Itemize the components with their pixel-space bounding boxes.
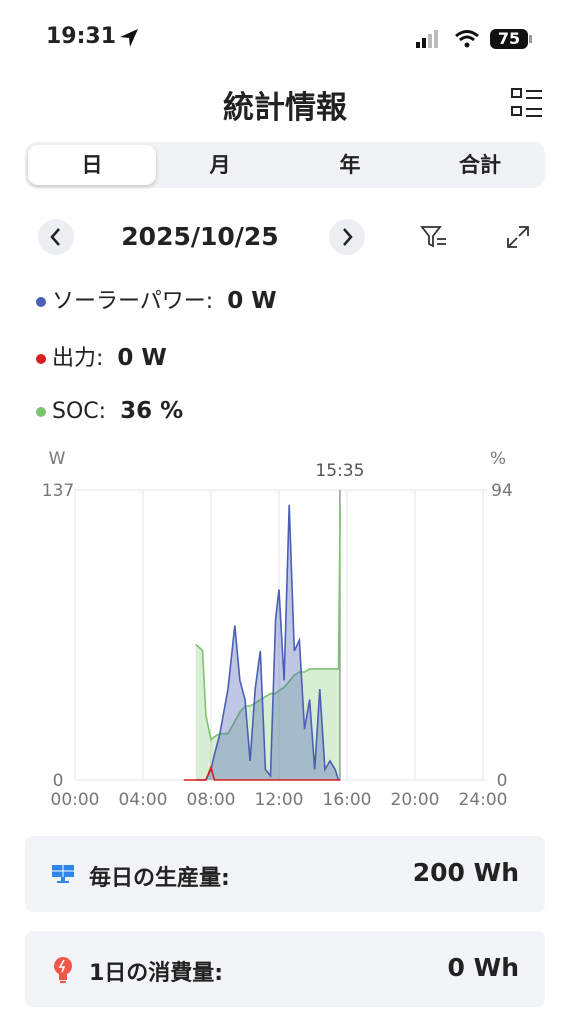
y2-tick-label: 0: [497, 771, 508, 791]
list-button[interactable]: [510, 86, 544, 120]
x-tick-label: 08:00: [187, 790, 236, 810]
y2-unit: %: [490, 449, 506, 469]
legend-dot: [36, 354, 46, 364]
x-tick-label: 00:00: [51, 790, 100, 810]
y-tick-label: 0: [53, 771, 64, 791]
tab[interactable]: 月: [209, 153, 231, 177]
legend-value: 0 W: [117, 345, 167, 371]
page-title: 統計情報: [223, 90, 347, 126]
summary-card: 1日の消費量: 0 Wh: [25, 931, 545, 1007]
cursor-label: 15:35: [315, 461, 364, 481]
tab-bar: 日 月 年 合計: [25, 142, 545, 188]
tab[interactable]: 年: [339, 153, 361, 177]
legend-dot: [36, 297, 46, 307]
next-button[interactable]: [329, 219, 365, 255]
chart: W % 00:00 04:00 08:00 12:00 16:00 20:00 24:000…: [42, 449, 513, 810]
legend-label: 出力:: [52, 346, 104, 371]
legend-value: 36 %: [120, 398, 184, 424]
summary-card: 毎日の生産量: 200 Wh: [25, 836, 545, 912]
y-tick-label: 137: [42, 481, 74, 501]
x-tick-label: 16:00: [323, 790, 372, 810]
card-label: 1日の消費量:: [89, 961, 224, 986]
legend-item: ソーラーパワー: 0 W: [36, 283, 277, 315]
card-label: 毎日の生産量:: [89, 866, 230, 891]
tab[interactable]: 合計: [459, 153, 501, 177]
y-unit: W: [49, 449, 66, 469]
y2-tick-label: 94: [491, 481, 513, 501]
legend-label: ソーラーパワー:: [52, 289, 214, 314]
filter-button[interactable]: [420, 224, 448, 250]
legend-item: SOC: 36 %: [36, 398, 183, 424]
x-tick-label: 04:00: [119, 790, 168, 810]
x-tick-label: 12:00: [255, 790, 304, 810]
card-value: 0 Wh: [447, 953, 519, 982]
solar-icon: [52, 865, 74, 883]
location-icon: [120, 29, 138, 47]
bulb-icon: [54, 957, 72, 983]
series-line: [183, 764, 341, 781]
tab[interactable]: 日: [28, 145, 156, 185]
expand-button[interactable]: [505, 224, 531, 250]
legend-item: 出力: 0 W: [36, 340, 167, 372]
x-tick-label: 20:00: [391, 790, 440, 810]
series-area: [195, 504, 341, 780]
status-icons: [416, 29, 532, 49]
prev-button[interactable]: [38, 219, 74, 255]
status-time: 19:31: [46, 24, 117, 49]
legend-dot: [36, 407, 46, 417]
legend-label: SOC:: [52, 399, 107, 424]
legend-value: 0 W: [227, 288, 277, 314]
card-value: 200 Wh: [412, 858, 519, 887]
battery-level: 75: [497, 29, 521, 48]
date-label: 2025/10/25: [121, 222, 279, 251]
x-tick-label: 24:00: [459, 790, 508, 810]
series-line: [195, 504, 341, 781]
